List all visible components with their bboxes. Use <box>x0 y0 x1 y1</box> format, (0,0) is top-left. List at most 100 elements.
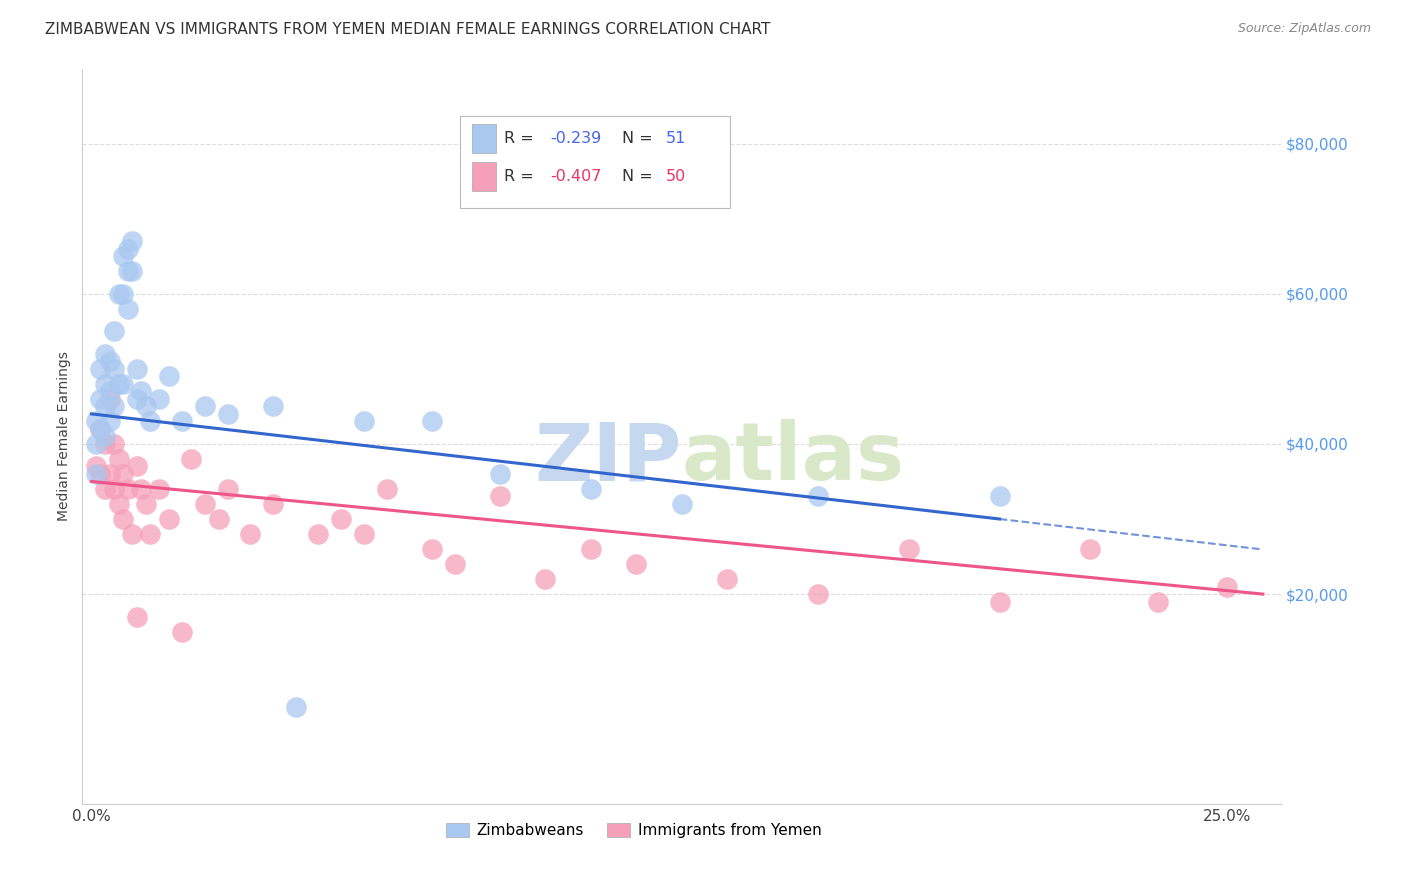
Legend: Zimbabweans, Immigrants from Yemen: Zimbabweans, Immigrants from Yemen <box>440 817 827 845</box>
Text: 50: 50 <box>666 169 686 184</box>
Y-axis label: Median Female Earnings: Median Female Earnings <box>58 351 72 521</box>
Text: Source: ZipAtlas.com: Source: ZipAtlas.com <box>1237 22 1371 36</box>
Point <box>112 249 135 263</box>
Point <box>125 459 148 474</box>
Point <box>262 497 284 511</box>
Point <box>139 527 162 541</box>
Point <box>117 301 139 316</box>
Point <box>98 467 121 481</box>
Point <box>716 572 738 586</box>
FancyBboxPatch shape <box>460 116 730 209</box>
Text: -0.407: -0.407 <box>550 169 602 184</box>
Point <box>98 414 121 428</box>
Point <box>420 542 443 557</box>
Point <box>103 437 125 451</box>
Point <box>489 490 512 504</box>
Point <box>94 376 117 391</box>
Point <box>807 587 830 601</box>
Point <box>284 699 307 714</box>
Point <box>897 542 920 557</box>
Point <box>988 594 1011 608</box>
Point <box>671 497 693 511</box>
Text: ZIMBABWEAN VS IMMIGRANTS FROM YEMEN MEDIAN FEMALE EARNINGS CORRELATION CHART: ZIMBABWEAN VS IMMIGRANTS FROM YEMEN MEDI… <box>45 22 770 37</box>
Point <box>172 414 194 428</box>
Point <box>84 459 107 474</box>
Point <box>217 407 239 421</box>
Point <box>112 286 135 301</box>
Point <box>135 497 157 511</box>
Point <box>89 467 111 481</box>
Point <box>121 264 143 278</box>
Point <box>239 527 262 541</box>
Point <box>121 527 143 541</box>
Point <box>489 467 512 481</box>
Text: R =: R = <box>505 131 538 146</box>
Point <box>330 512 353 526</box>
Point <box>135 400 157 414</box>
Text: N =: N = <box>621 131 658 146</box>
Point <box>89 422 111 436</box>
Point <box>107 376 129 391</box>
Point <box>194 497 217 511</box>
Point <box>89 362 111 376</box>
Point <box>112 467 135 481</box>
Point <box>1147 594 1170 608</box>
Point <box>89 392 111 406</box>
Point <box>194 400 217 414</box>
Point <box>103 400 125 414</box>
FancyBboxPatch shape <box>472 124 496 153</box>
Point <box>125 362 148 376</box>
Point <box>307 527 329 541</box>
Point <box>148 482 170 496</box>
Point <box>98 384 121 399</box>
Point <box>157 512 180 526</box>
Point <box>112 376 135 391</box>
Point <box>262 400 284 414</box>
Point <box>103 362 125 376</box>
Point <box>89 422 111 436</box>
Point <box>579 482 602 496</box>
Point <box>626 557 648 571</box>
Point <box>1080 542 1102 557</box>
Text: ZIP: ZIP <box>534 419 682 498</box>
Text: -0.239: -0.239 <box>550 131 602 146</box>
Point <box>157 369 180 384</box>
Point <box>579 542 602 557</box>
Point <box>107 497 129 511</box>
Point <box>84 467 107 481</box>
Point <box>121 234 143 248</box>
Point <box>148 392 170 406</box>
Point <box>94 400 117 414</box>
Point <box>1215 580 1237 594</box>
Point <box>420 414 443 428</box>
FancyBboxPatch shape <box>472 162 496 192</box>
Point <box>180 452 202 467</box>
Point <box>534 572 557 586</box>
Text: 51: 51 <box>666 131 686 146</box>
Text: R =: R = <box>505 169 538 184</box>
Point <box>988 490 1011 504</box>
Point <box>125 609 148 624</box>
Point <box>807 490 830 504</box>
Point <box>217 482 239 496</box>
Text: N =: N = <box>621 169 658 184</box>
Point <box>375 482 398 496</box>
Point <box>103 324 125 338</box>
Point <box>94 482 117 496</box>
Point <box>353 527 375 541</box>
Point <box>443 557 465 571</box>
Point <box>98 392 121 406</box>
Point <box>98 354 121 368</box>
Point <box>207 512 229 526</box>
Point <box>131 482 153 496</box>
Point <box>94 429 117 443</box>
Point <box>353 414 375 428</box>
Point <box>94 437 117 451</box>
Point <box>117 242 139 256</box>
Point <box>103 482 125 496</box>
Point <box>94 347 117 361</box>
Point <box>131 384 153 399</box>
Point <box>125 392 148 406</box>
Point <box>172 624 194 639</box>
Point <box>107 286 129 301</box>
